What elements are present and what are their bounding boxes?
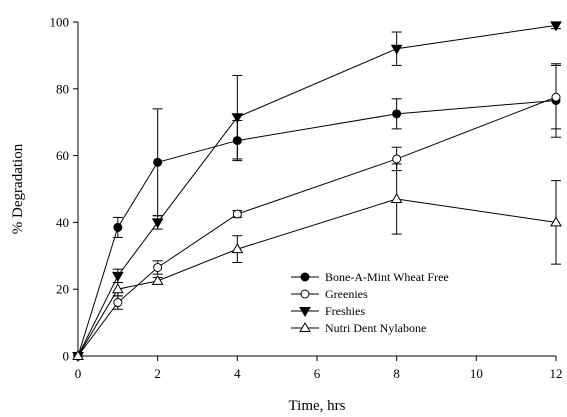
data-point	[153, 262, 163, 272]
x-tick-label: 6	[314, 366, 321, 381]
x-tick-label: 8	[393, 366, 400, 381]
data-point	[390, 193, 403, 204]
legend-marker	[300, 272, 310, 282]
data-point	[392, 154, 402, 164]
y-tick-label: 20	[56, 282, 69, 297]
data-point	[151, 218, 164, 229]
legend-label: Nutri Dent Nylabone	[325, 321, 426, 335]
legend-marker	[299, 307, 311, 317]
legend-marker	[300, 289, 310, 299]
x-tick-label: 10	[470, 366, 483, 381]
data-point	[392, 109, 402, 119]
x-tick-label: 12	[550, 366, 563, 381]
tick-group: 0 2 4 6 8 10 12 0 20 40 60 80 100	[50, 15, 563, 382]
marker-group	[72, 21, 562, 362]
series-line	[77, 24, 557, 357]
error-bar-group	[112, 21, 561, 310]
axes	[77, 22, 556, 357]
legend-marker	[299, 322, 311, 332]
legend-label: Freshies	[325, 304, 365, 318]
y-axis-label: % Degradation	[10, 143, 26, 234]
x-axis-label: Time, hrs	[289, 398, 346, 414]
data-point	[551, 92, 561, 102]
data-point	[113, 298, 123, 308]
x-tick-label: 2	[154, 366, 161, 381]
series-line	[77, 198, 557, 357]
data-point	[113, 222, 123, 232]
y-tick-label: 80	[56, 81, 69, 96]
series-line	[77, 99, 557, 357]
data-point	[151, 274, 164, 285]
data-point	[72, 350, 84, 360]
x-tick-label: 4	[234, 366, 241, 381]
y-tick-label: 60	[56, 148, 69, 163]
legend: Bone-A-Mint Wheat Free Greenies Freshies Nu…	[291, 270, 449, 335]
data-point	[231, 243, 244, 254]
data-point	[550, 216, 562, 227]
data-point	[232, 136, 242, 146]
series-line	[77, 96, 557, 357]
series-line-group	[77, 24, 557, 357]
data-point	[111, 283, 124, 294]
x-tick-label: 0	[75, 366, 82, 381]
data-point	[111, 271, 124, 282]
y-tick-label: 40	[56, 215, 69, 230]
data-point	[231, 113, 244, 124]
legend-label: Bone-A-Mint Wheat Free	[325, 270, 449, 284]
y-tick-label: 0	[63, 349, 70, 364]
data-point	[153, 157, 163, 167]
data-point	[232, 209, 242, 219]
data-point	[390, 44, 403, 55]
legend-label: Greenies	[325, 287, 368, 301]
data-point	[550, 21, 562, 32]
y-tick-label: 100	[50, 15, 70, 30]
